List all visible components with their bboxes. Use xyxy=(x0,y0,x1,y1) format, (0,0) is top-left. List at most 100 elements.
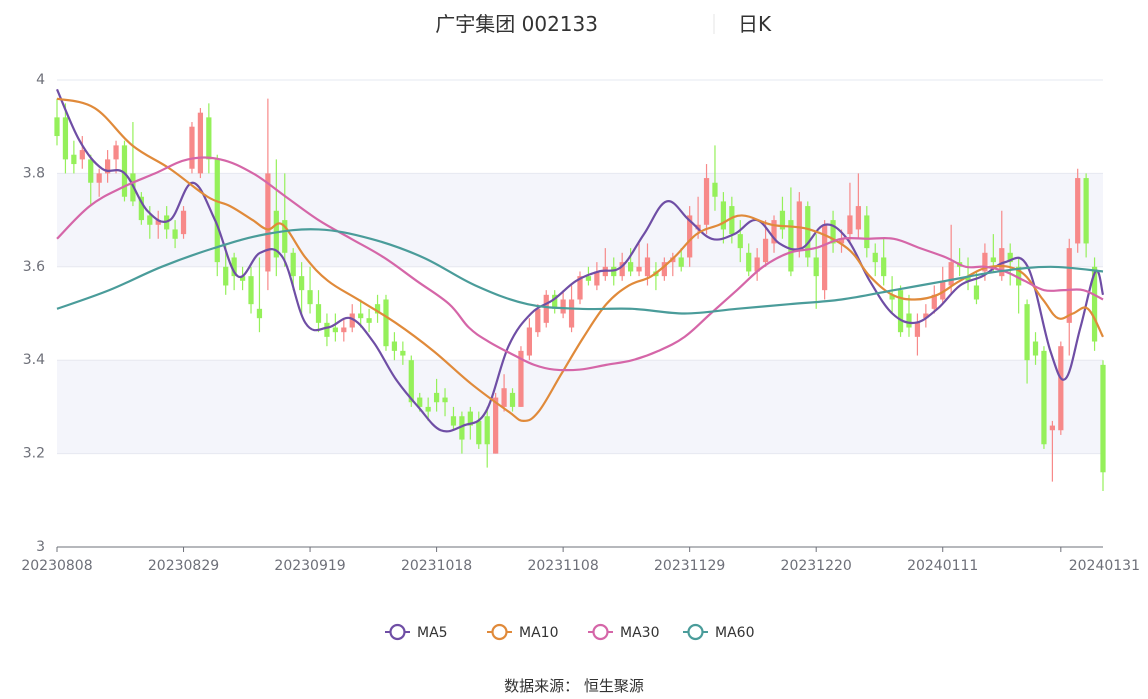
candle-body xyxy=(121,145,128,197)
candle-body xyxy=(678,257,684,267)
y-tick-label: 4 xyxy=(36,72,45,88)
candle-body xyxy=(1041,350,1047,445)
candle-body xyxy=(754,257,760,272)
candle-body xyxy=(1100,364,1106,473)
y-tick-label: 3.2 xyxy=(23,446,45,462)
candle-body xyxy=(1091,266,1098,342)
candle-body xyxy=(585,276,592,281)
legend-item-ma10[interactable]: MA10 xyxy=(487,623,558,641)
candle-body xyxy=(467,411,473,426)
candle-body xyxy=(197,112,204,174)
candle-body xyxy=(762,238,769,263)
candle-body xyxy=(138,196,144,221)
legend-item-ma5[interactable]: MA5 xyxy=(385,623,448,641)
candle-body xyxy=(1083,178,1089,244)
grid-lines xyxy=(57,79,1103,455)
legend-marker xyxy=(389,623,406,641)
candle-body xyxy=(391,341,398,351)
candle-body xyxy=(315,304,322,323)
candle-body xyxy=(366,318,372,323)
candle-body xyxy=(881,257,887,277)
candle-body xyxy=(965,276,971,281)
y-tick-label: 3.6 xyxy=(23,259,45,275)
x-tick-label: 20240111 xyxy=(907,558,978,574)
candle-body xyxy=(509,392,516,407)
candle-body xyxy=(79,150,85,160)
legend-marker xyxy=(491,623,508,641)
candle-body xyxy=(290,252,296,277)
candle-body xyxy=(948,262,954,286)
candle-body xyxy=(239,276,246,281)
candle-body xyxy=(720,201,727,230)
candle-body xyxy=(104,159,111,174)
x-tick-label: 20231108 xyxy=(527,558,598,574)
legend-item-ma60[interactable]: MA60 xyxy=(683,623,754,641)
ma-line-ma5 xyxy=(55,88,1105,433)
x-axis: 20230808 20230829 20230919 20231018 20231108… xyxy=(21,546,1140,574)
candle-body xyxy=(425,406,431,412)
candle-body xyxy=(476,420,482,445)
candle-body xyxy=(1024,304,1030,361)
candle-body xyxy=(788,220,794,272)
candle-body xyxy=(872,252,878,263)
candle-body xyxy=(729,206,735,235)
candle-body xyxy=(636,266,642,272)
plot-bands xyxy=(57,173,1103,454)
candle-body xyxy=(518,350,524,407)
candle-body xyxy=(408,360,414,403)
candle-body xyxy=(923,313,929,319)
candle-body xyxy=(1049,425,1056,431)
candle-body xyxy=(433,392,440,403)
candle-body xyxy=(796,201,802,249)
legend-item-ma30[interactable]: MA30 xyxy=(588,623,659,641)
candle-body xyxy=(459,416,465,440)
candle-body xyxy=(737,234,743,249)
plot-band xyxy=(57,360,1103,454)
candle-body xyxy=(940,280,946,300)
candle-body xyxy=(805,206,811,258)
candle-body xyxy=(1058,346,1064,431)
candle-body xyxy=(627,262,634,272)
x-tick-label: 20231220 xyxy=(781,558,852,574)
ma-line-ma60 xyxy=(56,228,1104,315)
candle-body xyxy=(855,206,861,230)
candle-body xyxy=(577,276,583,300)
candle-body xyxy=(358,313,364,319)
candle-body xyxy=(1007,252,1013,263)
candle-body xyxy=(695,224,701,230)
candle-body xyxy=(307,290,313,305)
candle-body xyxy=(931,294,937,309)
legend-label: MA5 xyxy=(417,625,448,641)
candle-body xyxy=(273,210,279,258)
candle-body xyxy=(147,215,153,225)
candle-body xyxy=(703,178,710,225)
candle-body xyxy=(830,220,836,244)
candle-body xyxy=(838,238,845,244)
y-tick-label: 3.4 xyxy=(23,352,45,368)
candle-body xyxy=(864,215,870,249)
legend[interactable]: MA5 MA10 MA30 MA60 xyxy=(385,623,754,641)
candle-body xyxy=(889,294,895,300)
legend-marker xyxy=(592,623,609,641)
candle-body xyxy=(400,350,406,356)
candle-body xyxy=(552,294,558,309)
candle-body xyxy=(62,117,69,160)
candle-body xyxy=(543,294,549,323)
candle-body xyxy=(155,220,161,225)
candle-body xyxy=(501,388,507,407)
candle-body xyxy=(172,229,178,239)
candle-body xyxy=(324,322,330,337)
candle-body xyxy=(619,262,625,277)
candle-body xyxy=(746,252,752,272)
candle-body xyxy=(712,182,718,197)
y-tick-label: 3 xyxy=(36,539,45,555)
candle-body xyxy=(813,257,819,277)
candle-body xyxy=(779,210,786,230)
candle-body xyxy=(374,304,381,314)
candle-body xyxy=(1016,266,1022,286)
candle-body xyxy=(299,276,305,291)
x-tick-label: 20231018 xyxy=(401,558,472,574)
legend-label: MA30 xyxy=(620,625,659,641)
candle-body xyxy=(71,154,77,165)
